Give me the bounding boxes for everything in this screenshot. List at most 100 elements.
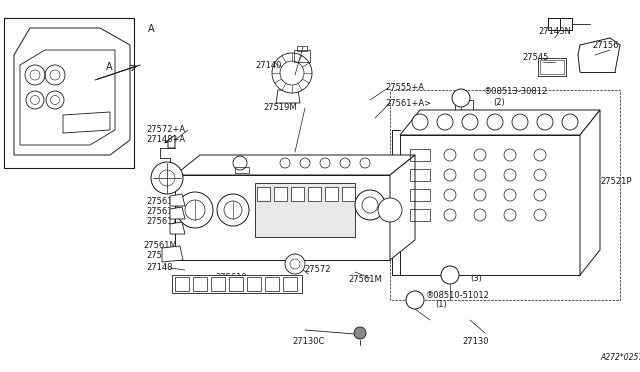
- Circle shape: [272, 53, 312, 93]
- Bar: [342, 187, 355, 201]
- Circle shape: [441, 266, 459, 284]
- Text: S: S: [459, 95, 463, 101]
- Text: 27132: 27132: [397, 225, 424, 234]
- Text: 27561N: 27561N: [146, 250, 179, 260]
- Text: 27521P: 27521P: [600, 177, 632, 186]
- Circle shape: [537, 114, 553, 130]
- Bar: [175, 277, 189, 291]
- Bar: [247, 277, 261, 291]
- Bar: [274, 187, 287, 201]
- Text: (1): (1): [435, 301, 447, 310]
- Circle shape: [360, 158, 370, 168]
- Text: 27561M: 27561M: [348, 276, 381, 285]
- Text: 27148: 27148: [146, 263, 173, 273]
- Polygon shape: [580, 110, 600, 275]
- Bar: [325, 187, 338, 201]
- Text: 27520M: 27520M: [466, 110, 500, 119]
- Polygon shape: [162, 246, 183, 262]
- Text: A: A: [148, 24, 155, 34]
- Text: 27561P: 27561P: [175, 280, 207, 289]
- Bar: [4, 18, 134, 168]
- Polygon shape: [255, 183, 355, 237]
- Text: 27561R: 27561R: [248, 279, 280, 289]
- Bar: [172, 275, 302, 293]
- Polygon shape: [170, 222, 185, 234]
- Text: 27130C: 27130C: [292, 337, 324, 346]
- Text: 27545: 27545: [522, 54, 548, 62]
- Text: 27561: 27561: [146, 208, 173, 217]
- Circle shape: [340, 158, 350, 168]
- Circle shape: [487, 114, 503, 130]
- Text: 27519M: 27519M: [263, 103, 296, 112]
- Circle shape: [354, 327, 366, 339]
- Circle shape: [378, 198, 402, 222]
- Text: ®08513-30812: ®08513-30812: [484, 87, 548, 96]
- Text: 27572: 27572: [304, 266, 330, 275]
- Bar: [193, 277, 207, 291]
- Circle shape: [452, 89, 470, 107]
- Bar: [538, 58, 566, 76]
- Text: 27143N: 27143N: [538, 28, 571, 36]
- Circle shape: [151, 162, 183, 194]
- Text: 27555: 27555: [355, 234, 381, 243]
- Polygon shape: [390, 155, 415, 260]
- Bar: [142, 12, 632, 342]
- Circle shape: [512, 114, 528, 130]
- Polygon shape: [170, 194, 185, 206]
- Circle shape: [462, 114, 478, 130]
- Text: (3): (3): [470, 273, 482, 282]
- Text: 27561MA: 27561MA: [143, 241, 182, 250]
- Circle shape: [217, 194, 249, 226]
- Circle shape: [177, 192, 213, 228]
- Circle shape: [412, 114, 428, 130]
- Bar: [410, 149, 430, 161]
- Text: 275610: 275610: [215, 273, 247, 282]
- Bar: [229, 277, 243, 291]
- Text: 27130: 27130: [462, 337, 488, 346]
- Bar: [308, 187, 321, 201]
- Circle shape: [355, 190, 385, 220]
- Bar: [265, 277, 279, 291]
- Polygon shape: [400, 135, 580, 275]
- Circle shape: [280, 158, 290, 168]
- Text: 27148+A: 27148+A: [146, 135, 185, 144]
- Bar: [540, 60, 564, 74]
- Circle shape: [406, 291, 424, 309]
- Bar: [283, 277, 297, 291]
- Text: ®08513-30812: ®08513-30812: [462, 263, 526, 273]
- Bar: [410, 209, 430, 221]
- Circle shape: [233, 156, 247, 170]
- Circle shape: [437, 114, 453, 130]
- Circle shape: [320, 158, 330, 168]
- Circle shape: [300, 158, 310, 168]
- Text: 27561+A>: 27561+A>: [385, 99, 431, 109]
- Polygon shape: [400, 110, 600, 135]
- Bar: [410, 189, 430, 201]
- Text: 27572+A: 27572+A: [146, 125, 185, 135]
- Text: A272*0257: A272*0257: [600, 353, 640, 362]
- Bar: [455, 100, 473, 110]
- Text: S: S: [413, 297, 417, 303]
- Text: 27561U: 27561U: [146, 198, 179, 206]
- Bar: [410, 169, 430, 181]
- Polygon shape: [170, 207, 185, 219]
- Text: 27561X: 27561X: [146, 218, 179, 227]
- Text: ®08510-51012: ®08510-51012: [426, 291, 490, 299]
- Bar: [211, 277, 225, 291]
- Polygon shape: [175, 155, 415, 175]
- Text: 27156: 27156: [592, 41, 618, 49]
- Bar: [257, 187, 270, 201]
- Polygon shape: [175, 175, 390, 260]
- Bar: [235, 167, 249, 173]
- Text: 27555+A: 27555+A: [385, 83, 424, 93]
- Bar: [297, 46, 307, 51]
- Text: 27140: 27140: [255, 61, 282, 70]
- Circle shape: [285, 254, 305, 274]
- Bar: [390, 90, 620, 300]
- Text: S: S: [448, 272, 452, 278]
- Circle shape: [562, 114, 578, 130]
- Text: (2): (2): [493, 97, 505, 106]
- Bar: [291, 187, 304, 201]
- Bar: [294, 50, 310, 62]
- Text: A: A: [106, 62, 113, 72]
